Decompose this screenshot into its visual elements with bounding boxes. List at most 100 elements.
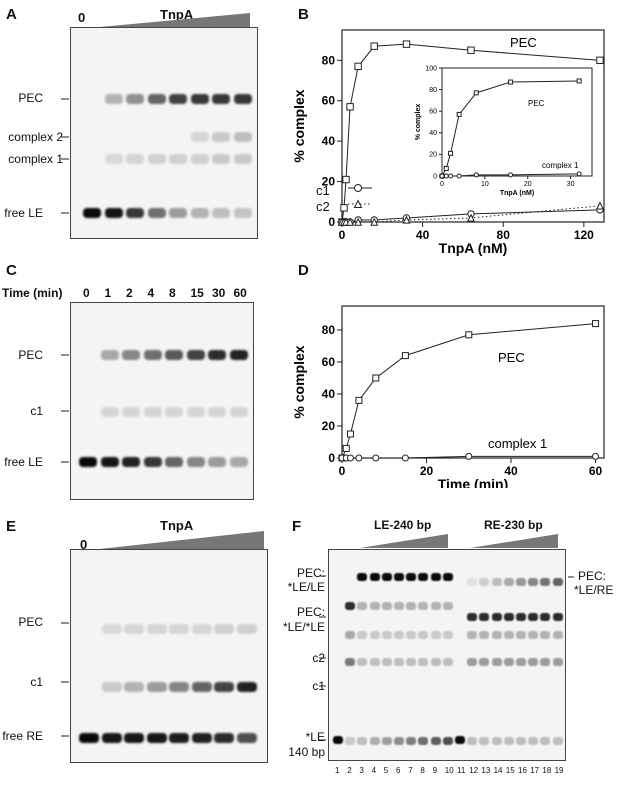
gel-band bbox=[369, 631, 380, 639]
lane-number: 10 bbox=[444, 766, 454, 775]
gel-band bbox=[406, 737, 417, 745]
data-point bbox=[465, 452, 473, 460]
gel-band bbox=[333, 736, 343, 744]
gel-band bbox=[552, 737, 563, 745]
panel-e-zero-label: 0 bbox=[80, 537, 88, 552]
gel-band-free bbox=[83, 208, 101, 218]
y-tick-label: 20 bbox=[429, 152, 437, 159]
gel-band bbox=[455, 736, 465, 744]
gel-band bbox=[479, 613, 490, 621]
data-point bbox=[401, 454, 409, 462]
gel-band bbox=[491, 631, 502, 639]
data-point bbox=[466, 213, 475, 222]
gel-band bbox=[467, 737, 478, 745]
gel-band bbox=[406, 631, 417, 639]
data-point bbox=[456, 173, 462, 179]
data-point bbox=[465, 331, 473, 339]
gel-band-c1 bbox=[124, 682, 144, 692]
panel-a-titration-wedge bbox=[100, 13, 250, 27]
gel-band bbox=[418, 737, 429, 745]
gel-band bbox=[406, 602, 417, 610]
legend-c1 bbox=[348, 184, 372, 192]
y-tick-label: 100 bbox=[425, 65, 437, 72]
gel-band-pec bbox=[186, 350, 205, 360]
lane-number: 8 bbox=[420, 766, 425, 775]
lane-number: 1 bbox=[335, 766, 340, 775]
panel-b-letter: B bbox=[298, 6, 309, 23]
x-tick-label: 120 bbox=[574, 228, 594, 242]
panel-a-complex2-label: complex 2 bbox=[8, 130, 63, 144]
gel-band bbox=[528, 658, 539, 666]
x-tick-label: 30 bbox=[567, 181, 575, 188]
gel-band-free bbox=[169, 208, 187, 218]
gel-band bbox=[430, 573, 441, 581]
data-point bbox=[355, 454, 363, 462]
gel-band bbox=[430, 737, 441, 745]
gel-band-c1 bbox=[169, 682, 189, 692]
time-label: 8 bbox=[169, 286, 176, 300]
lane-number: 2 bbox=[347, 766, 352, 775]
x-axis-label: TnpA (nM) bbox=[500, 190, 534, 197]
gel-band bbox=[442, 658, 453, 666]
gel-band-free bbox=[229, 457, 248, 467]
gel-band bbox=[503, 613, 514, 621]
y-tick-label: 20 bbox=[322, 175, 336, 189]
gel-band bbox=[394, 631, 404, 639]
panel-f-pec-le-label: PEC: bbox=[296, 566, 325, 580]
y-tick-label: 0 bbox=[328, 215, 335, 229]
gel-band-c1 bbox=[186, 407, 205, 417]
gel-band-free bbox=[79, 457, 97, 467]
data-point bbox=[402, 40, 411, 48]
gel-band-complex1 bbox=[126, 154, 144, 164]
time-label: 30 bbox=[212, 286, 226, 300]
gel-band-pec bbox=[100, 350, 119, 360]
panel-e-pec-label: PEC bbox=[18, 615, 43, 629]
gel-band bbox=[430, 631, 441, 639]
series-complex-1 bbox=[439, 171, 582, 179]
gel-band bbox=[467, 631, 478, 639]
gel-band-pec bbox=[101, 624, 122, 634]
data-point bbox=[342, 175, 350, 184]
data-point bbox=[346, 430, 354, 438]
gel-band bbox=[369, 573, 380, 581]
gel-band bbox=[430, 658, 441, 666]
panel-f-pec-lele-label: PEC: bbox=[296, 605, 325, 619]
gel-band-complex1 bbox=[147, 154, 166, 164]
time-label: 4 bbox=[147, 286, 155, 300]
data-point bbox=[596, 56, 604, 65]
gel-band bbox=[430, 602, 441, 610]
data-point bbox=[401, 352, 409, 360]
gel-band bbox=[528, 737, 539, 745]
gel-band bbox=[418, 658, 429, 666]
series-line bbox=[341, 43, 601, 223]
data-point bbox=[592, 452, 600, 460]
legend-marker bbox=[354, 184, 362, 192]
data-point bbox=[443, 165, 449, 171]
data-point bbox=[592, 320, 600, 328]
y-axis-label: % complex bbox=[291, 89, 307, 162]
panel-a-protein-label: TnpA bbox=[160, 7, 194, 22]
gel-band bbox=[394, 737, 404, 745]
gel-band-complex1 bbox=[212, 154, 230, 164]
data-point bbox=[473, 90, 479, 96]
lane-number: 7 bbox=[408, 766, 413, 775]
gel-band bbox=[345, 737, 356, 745]
data-point bbox=[355, 396, 363, 404]
x-tick-label: 40 bbox=[504, 464, 518, 478]
y-tick-label: 40 bbox=[429, 130, 437, 137]
data-point bbox=[576, 171, 582, 177]
x-tick-label: 0 bbox=[339, 464, 346, 478]
panel-a-complex1-label: complex 1 bbox=[8, 152, 63, 166]
gel-band bbox=[394, 658, 404, 666]
gel-band-c1 bbox=[236, 682, 257, 692]
gel-band bbox=[442, 737, 453, 745]
gel-band bbox=[394, 573, 404, 581]
data-point bbox=[473, 172, 479, 178]
panel-d-letter: D bbox=[298, 262, 309, 279]
gel-band bbox=[491, 658, 502, 666]
x-tick-label: 40 bbox=[416, 228, 430, 242]
lane-number: 14 bbox=[493, 766, 503, 775]
panel-e-free-label: free RE bbox=[2, 729, 43, 743]
panel-d-chart: 0 20 40 60 0 20 40 60 80 Time (min) % complex PEC co… bbox=[291, 305, 605, 488]
gel-band bbox=[381, 573, 392, 581]
